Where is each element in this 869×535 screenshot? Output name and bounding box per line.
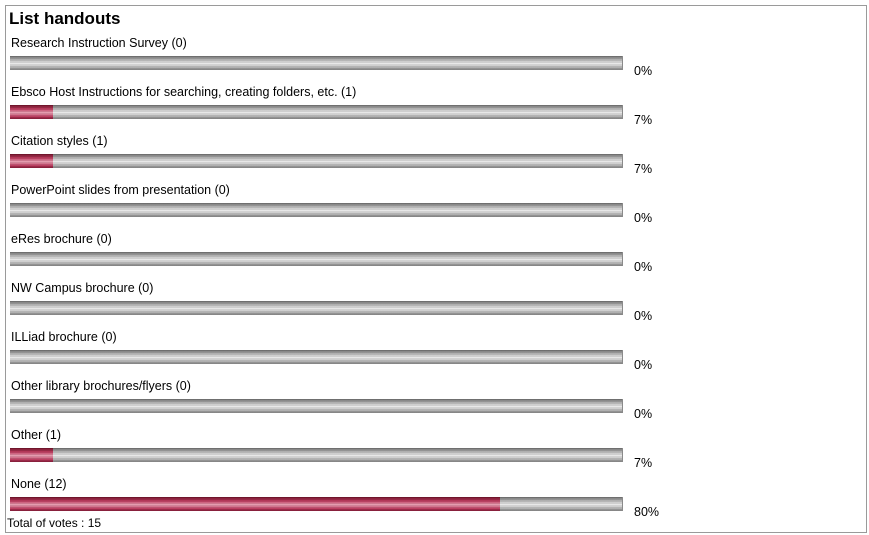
poll-option-label: Citation styles (1) [11, 134, 108, 148]
poll-option-bar [10, 154, 623, 168]
poll-option-bar-fill [10, 448, 53, 462]
poll-option-label: Other (1) [11, 428, 62, 442]
poll-option-percent: 7% [634, 162, 653, 176]
poll-option-label: PowerPoint slides from presentation (0) [11, 183, 230, 197]
poll-options-list: Research Instruction Survey (0) 0% Ebsco H… [6, 34, 866, 524]
poll-option-bar [10, 105, 623, 119]
poll-results-panel: List handouts Research Instruction Surve… [5, 5, 867, 533]
poll-option-percent: 0% [634, 358, 653, 372]
poll-option-label: NW Campus brochure (0) [11, 281, 154, 295]
poll-option: Citation styles (1) 7% [6, 132, 866, 181]
poll-option-label: ILLiad brochure (0) [11, 330, 117, 344]
poll-option-bar [10, 350, 623, 364]
poll-option-bar-fill [10, 154, 53, 168]
poll-option-bar [10, 56, 623, 70]
poll-option: PowerPoint slides from presentation (0) 0… [6, 181, 866, 230]
poll-option-percent: 0% [634, 260, 653, 274]
poll-option-percent: 0% [634, 64, 653, 78]
poll-option-bar [10, 203, 623, 217]
poll-option-label: Ebsco Host Instructions for searching, c… [11, 85, 357, 99]
poll-option-bar-fill [10, 497, 500, 511]
poll-option-percent: 0% [634, 211, 653, 225]
poll-option-bar [10, 448, 623, 462]
poll-option-label: eRes brochure (0) [11, 232, 112, 246]
poll-option-bar [10, 252, 623, 266]
poll-option-percent: 7% [634, 113, 653, 127]
poll-option: None (12) 80% [6, 475, 866, 524]
poll-option: ILLiad brochure (0) 0% [6, 328, 866, 377]
poll-option: Other (1) 7% [6, 426, 866, 475]
poll-option-bar-fill [10, 105, 53, 119]
poll-option-percent: 7% [634, 456, 653, 470]
poll-option: Research Instruction Survey (0) 0% [6, 34, 866, 83]
poll-option-percent: 0% [634, 309, 653, 323]
poll-option-bar [10, 497, 623, 511]
poll-option: Ebsco Host Instructions for searching, c… [6, 83, 866, 132]
poll-option-label: Other library brochures/flyers (0) [11, 379, 191, 393]
poll-option-label: Research Instruction Survey (0) [11, 36, 187, 50]
poll-title: List handouts [9, 9, 121, 28]
poll-option-percent: 80% [634, 505, 660, 519]
poll-option: Other library brochures/flyers (0) 0% [6, 377, 866, 426]
poll-option-label: None (12) [11, 477, 67, 491]
poll-option-percent: 0% [634, 407, 653, 421]
poll-option-bar [10, 301, 623, 315]
poll-option-bar [10, 399, 623, 413]
total-votes: Total of votes : 15 [7, 516, 102, 530]
poll-option: NW Campus brochure (0) 0% [6, 279, 866, 328]
poll-option: eRes brochure (0) 0% [6, 230, 866, 279]
